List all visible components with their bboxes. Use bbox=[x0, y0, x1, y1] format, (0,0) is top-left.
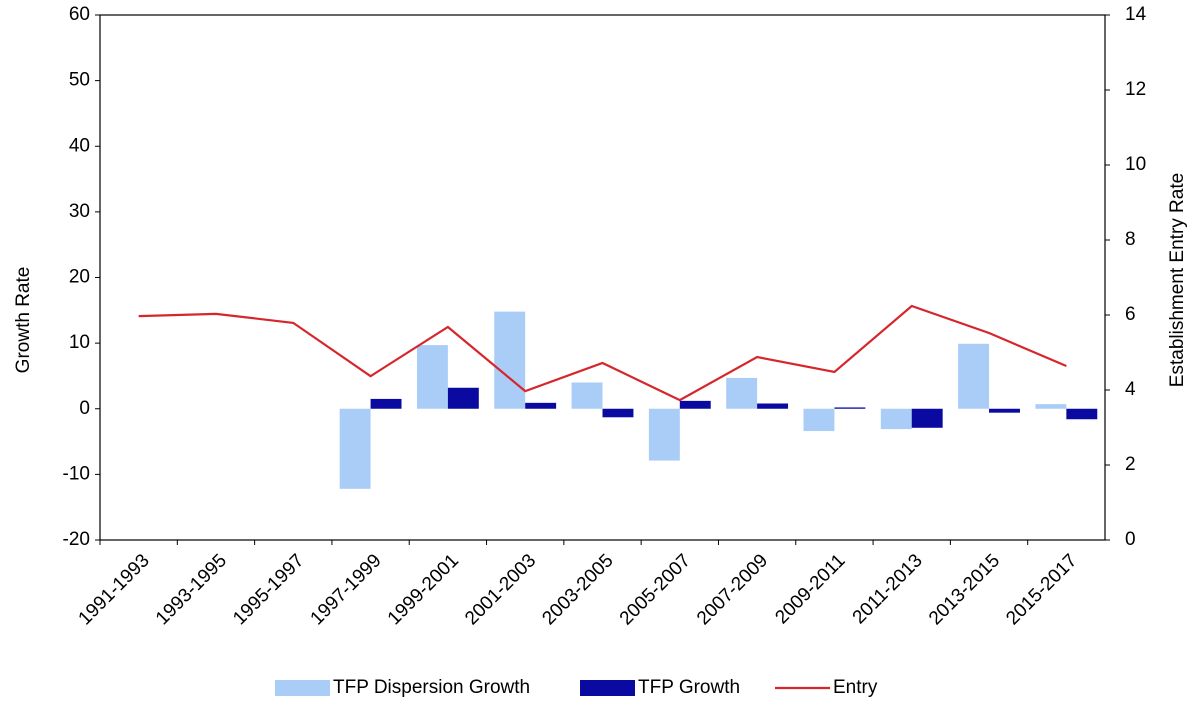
legend-label: Entry bbox=[833, 677, 878, 698]
x-tick-label: 2013-2015 bbox=[925, 550, 1004, 629]
x-tick-label: 1997-1999 bbox=[307, 550, 386, 629]
y2-tick-label: 14 bbox=[1125, 4, 1147, 25]
line bbox=[138, 304, 1067, 402]
bar bbox=[757, 403, 789, 409]
x-tick-label: 2011-2013 bbox=[849, 550, 927, 628]
y-tick-label: -20 bbox=[63, 529, 90, 550]
bar bbox=[958, 343, 990, 409]
plot-frame bbox=[99, 14, 1106, 541]
y2-axis-title: Establishment Entry Rate bbox=[1167, 173, 1188, 387]
bar bbox=[1035, 404, 1067, 409]
bar bbox=[416, 345, 448, 409]
y-tick-label: 50 bbox=[69, 70, 90, 91]
bar bbox=[911, 408, 943, 428]
y-tick-label: 10 bbox=[69, 332, 90, 353]
y2-tick-label: 6 bbox=[1125, 304, 1136, 325]
y2-tick-label: 2 bbox=[1125, 454, 1136, 475]
bar bbox=[834, 407, 866, 409]
x-tick-label: 2005-2007 bbox=[616, 550, 695, 629]
legend-label: TFP Dispersion Growth bbox=[333, 677, 530, 698]
bar bbox=[726, 377, 758, 409]
legend-label: TFP Growth bbox=[638, 677, 740, 698]
bar bbox=[648, 408, 680, 461]
y-tick-label: 40 bbox=[69, 135, 90, 156]
bar bbox=[1066, 408, 1098, 420]
x-tick-label: 2003-2005 bbox=[538, 550, 617, 629]
y2-tick-label: 4 bbox=[1125, 379, 1136, 400]
bar bbox=[803, 408, 835, 432]
x-tick-label: 1995-1997 bbox=[229, 550, 308, 629]
y-tick-label: 30 bbox=[69, 201, 90, 222]
bar bbox=[370, 398, 402, 409]
y2-tick-label: 10 bbox=[1125, 154, 1146, 175]
y-axis-title: Growth Rate bbox=[13, 267, 34, 374]
x-tick-label: 2009-2011 bbox=[771, 550, 849, 628]
bar bbox=[602, 408, 634, 418]
bar bbox=[571, 382, 603, 409]
legend-swatch bbox=[275, 680, 330, 696]
y2-tick-label: 8 bbox=[1125, 229, 1136, 250]
legend-swatch bbox=[580, 680, 635, 696]
y-tick-label: 0 bbox=[79, 398, 90, 419]
y-tick-label: 60 bbox=[69, 4, 90, 25]
y2-tick-label: 12 bbox=[1125, 79, 1146, 100]
y2-tick-label: 0 bbox=[1125, 529, 1136, 550]
x-tick-label: 1993-1995 bbox=[152, 550, 231, 629]
bar bbox=[880, 408, 912, 430]
bar bbox=[525, 402, 557, 409]
bar bbox=[339, 408, 371, 489]
x-tick-label: 1991-1993 bbox=[75, 550, 154, 629]
x-tick-label: 2015-2017 bbox=[1002, 550, 1081, 629]
bar bbox=[989, 408, 1020, 413]
bar bbox=[494, 311, 526, 409]
y-tick-label: 20 bbox=[69, 267, 90, 288]
x-tick-label: 2001-2003 bbox=[461, 550, 540, 629]
x-tick-label: 1999-2001 bbox=[384, 550, 463, 629]
x-tick-label: 2007-2009 bbox=[693, 550, 772, 629]
bar bbox=[679, 400, 711, 409]
bar bbox=[447, 387, 479, 409]
y-tick-label: -10 bbox=[63, 463, 90, 484]
